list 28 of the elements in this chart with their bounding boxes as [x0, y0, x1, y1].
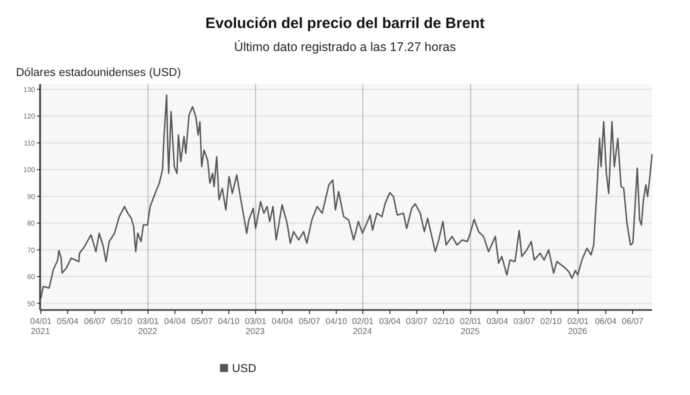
chart-subtitle: Último dato registrado a las 17.27 horas	[234, 40, 456, 54]
x-tick-label: 02/01 2025	[460, 316, 482, 336]
x-tick-label: 02/01 2026	[567, 316, 590, 336]
x-tick-label: 06/07	[622, 316, 644, 326]
x-tick-label: 06/07	[84, 316, 106, 326]
x-tick-label: 03/04	[379, 316, 401, 326]
x-tick-label: 05/07	[298, 316, 320, 326]
x-tick-label: 05/10	[110, 316, 133, 326]
x-tick-label: 04/10	[326, 316, 348, 326]
y-axis-title: Dólares estadounidenses (USD)	[16, 67, 182, 79]
line-series	[40, 94, 653, 299]
x-tick-label: 03/01 2023	[244, 316, 267, 336]
x-tick-label: 02/10	[432, 316, 454, 326]
x-tick-label: 04/04	[164, 316, 186, 326]
x-tick-label: 06/04	[595, 316, 617, 326]
x-tick-label: 03/07	[513, 316, 536, 326]
x-tick-label: 05/04	[56, 316, 79, 326]
x-tick-label: 04/10	[218, 316, 240, 326]
x-tick-label: 04/01 2021	[30, 316, 52, 336]
x-tick-label: 02/01 2024	[352, 316, 374, 336]
x-tick-label: 03/01 2022	[137, 316, 160, 336]
x-tick-label: 02/10	[540, 316, 562, 326]
chart-title: Evolución del precio del barril de Brent	[205, 15, 485, 32]
legend-label: USD	[232, 363, 256, 375]
x-tick-label: 04/04	[272, 316, 294, 326]
x-tick-label: 03/07	[406, 316, 428, 326]
x-tick-label: 05/07	[191, 316, 213, 326]
x-tick-label: 03/04	[486, 316, 508, 326]
